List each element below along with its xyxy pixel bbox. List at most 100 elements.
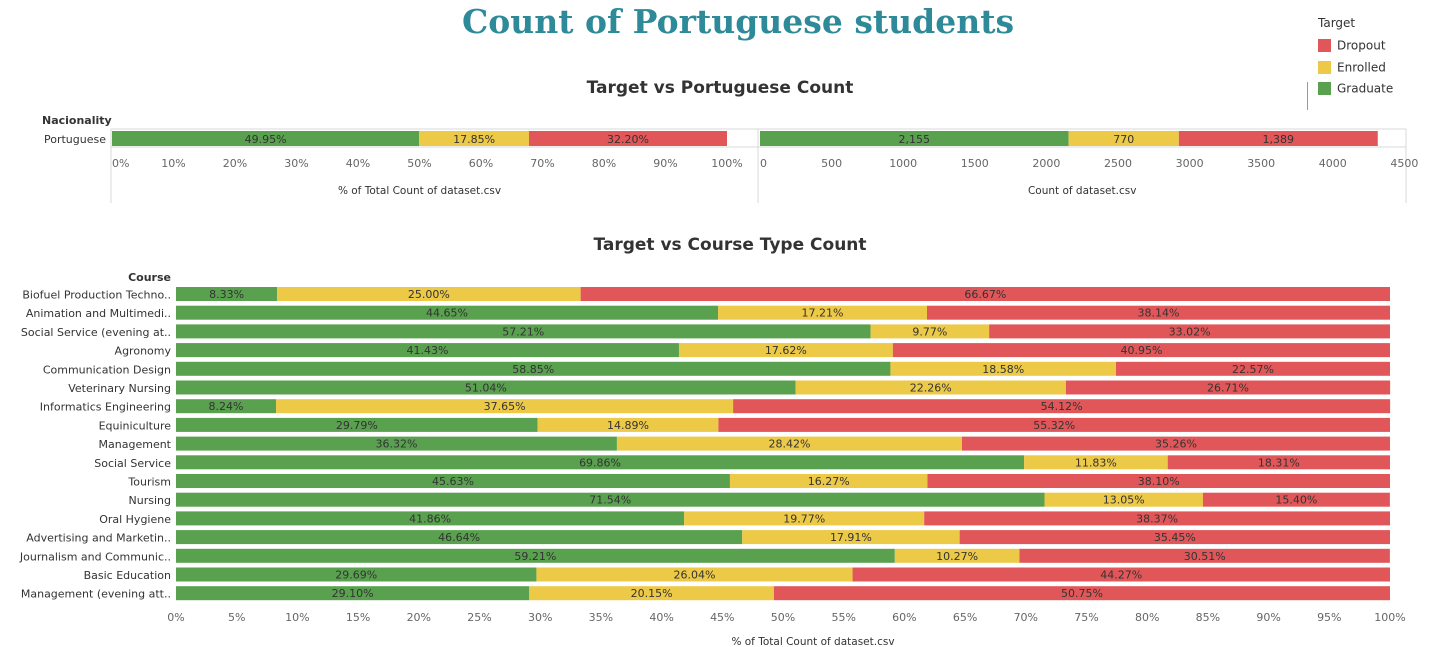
bar-dropout — [1178, 131, 1378, 146]
legend-label: Enrolled — [1337, 60, 1386, 75]
tick-label: 1000 — [889, 157, 917, 170]
legend-item-enrolled[interactable]: Enrolled — [1318, 60, 1386, 76]
tick-label: 0% — [112, 157, 129, 170]
legend-title: Target — [1318, 16, 1356, 30]
data-label: 19.77% — [783, 512, 825, 525]
data-label: 35.26% — [1155, 438, 1197, 451]
data-label: 37.65% — [484, 400, 526, 413]
data-label: 1,389 — [1263, 133, 1295, 146]
bar-dropout — [718, 417, 1390, 432]
tick-label: 85% — [1196, 611, 1220, 624]
data-label: 51.04% — [465, 382, 507, 395]
bar-graduate — [176, 586, 530, 601]
bar-graduate — [176, 530, 743, 545]
course-chart: Course Biofuel Production Techno.. 8.33% 25… — [19, 271, 1406, 647]
category-label: Equiniculture — [99, 419, 172, 432]
category-label: Social Service (evening at.. — [21, 326, 171, 339]
bar-dropout — [1167, 455, 1390, 470]
category-label: Management — [99, 438, 172, 451]
tick-label: 65% — [953, 611, 977, 624]
data-label: 29.79% — [336, 419, 378, 432]
legend-item-dropout[interactable]: Dropout — [1318, 38, 1386, 54]
bar-graduate — [176, 436, 617, 451]
data-label: 49.95% — [245, 133, 287, 146]
data-label: 41.86% — [409, 512, 451, 525]
tick-label: 25% — [467, 611, 491, 624]
bar-enrolled — [718, 305, 927, 320]
legend-swatch-graduate — [1318, 82, 1331, 95]
axis-label: % of Total Count of dataset.csv — [731, 636, 894, 647]
data-label: 29.10% — [332, 587, 374, 600]
tick-label: 1500 — [961, 157, 989, 170]
category-label: Veterinary Nursing — [68, 382, 171, 395]
bar-dropout — [773, 586, 1390, 601]
data-label: 25.00% — [408, 288, 450, 301]
bar-graduate — [176, 417, 538, 432]
tick-label: 80% — [592, 157, 616, 170]
bar-enrolled — [795, 380, 1066, 395]
bar-enrolled — [678, 343, 893, 358]
tick-label: 4000 — [1319, 157, 1347, 170]
bar-dropout — [1116, 361, 1390, 376]
tick-label: 60% — [469, 157, 493, 170]
category-label: Agronomy — [115, 345, 172, 358]
legend-item-graduate[interactable]: Graduate — [1318, 81, 1393, 97]
tick-label: 30% — [528, 611, 552, 624]
bar-enrolled — [1024, 455, 1168, 470]
data-label: 32.20% — [607, 133, 649, 146]
bar-dropout — [959, 530, 1390, 545]
data-label: 45.63% — [432, 475, 474, 488]
bar-enrolled — [894, 548, 1020, 563]
bar-graduate — [760, 131, 1069, 146]
bar-dropout — [927, 474, 1390, 488]
tick-label: 2000 — [1032, 157, 1060, 170]
tick-label: 35% — [589, 611, 613, 624]
legend-swatch-dropout — [1318, 39, 1331, 52]
data-label: 770 — [1113, 133, 1134, 146]
tick-label: 60% — [892, 611, 916, 624]
bar-dropout — [1202, 492, 1390, 507]
bar-graduate — [176, 399, 277, 414]
category-label: Management (evening att.. — [21, 588, 171, 601]
data-label: 55.32% — [1033, 419, 1075, 432]
bar-dropout — [1065, 380, 1391, 395]
data-label: 17.91% — [830, 531, 872, 544]
bar-enrolled — [1044, 492, 1203, 507]
bar-dropout — [528, 131, 727, 146]
bar-graduate — [176, 324, 871, 339]
bar-enrolled — [277, 287, 581, 301]
bar-graduate — [176, 305, 719, 320]
tick-label: 50% — [407, 157, 431, 170]
data-label: 26.04% — [674, 569, 716, 582]
data-label: 40.95% — [1120, 344, 1162, 357]
data-label: 14.89% — [607, 419, 649, 432]
chart-title-portuguese: Target vs Portuguese Count — [586, 78, 854, 98]
data-label: 20.15% — [631, 587, 673, 600]
bar-dropout — [1019, 548, 1390, 563]
data-label: 41.43% — [407, 344, 449, 357]
data-label: 38.37% — [1136, 512, 1178, 525]
row-header: Nacionality — [42, 114, 112, 127]
bar-enrolled — [742, 530, 960, 545]
bar-graduate — [176, 343, 679, 358]
bar-dropout — [852, 567, 1390, 582]
data-label: 38.10% — [1138, 475, 1180, 488]
legend-label: Dropout — [1337, 38, 1386, 53]
bar-enrolled — [536, 567, 853, 582]
tick-label: 20% — [407, 611, 431, 624]
tick-label: 0% — [167, 611, 184, 624]
data-label: 16.27% — [808, 475, 850, 488]
tick-label: 500 — [821, 157, 842, 170]
bar-graduate — [176, 511, 685, 526]
tick-label: 4500 — [1390, 157, 1418, 170]
category-label: Journalism and Communic.. — [19, 550, 171, 563]
tick-label: 40% — [346, 157, 370, 170]
tick-label: 3000 — [1176, 157, 1204, 170]
bar-graduate — [176, 380, 796, 395]
axis-label: Count of dataset.csv — [1028, 185, 1136, 197]
category-label: Social Service — [94, 457, 171, 470]
category-label: Oral Hygiene — [99, 513, 171, 526]
axis-label: % of Total Count of dataset.csv — [338, 185, 501, 197]
bar-enrolled — [729, 474, 928, 488]
category-label: Informatics Engineering — [40, 401, 171, 414]
